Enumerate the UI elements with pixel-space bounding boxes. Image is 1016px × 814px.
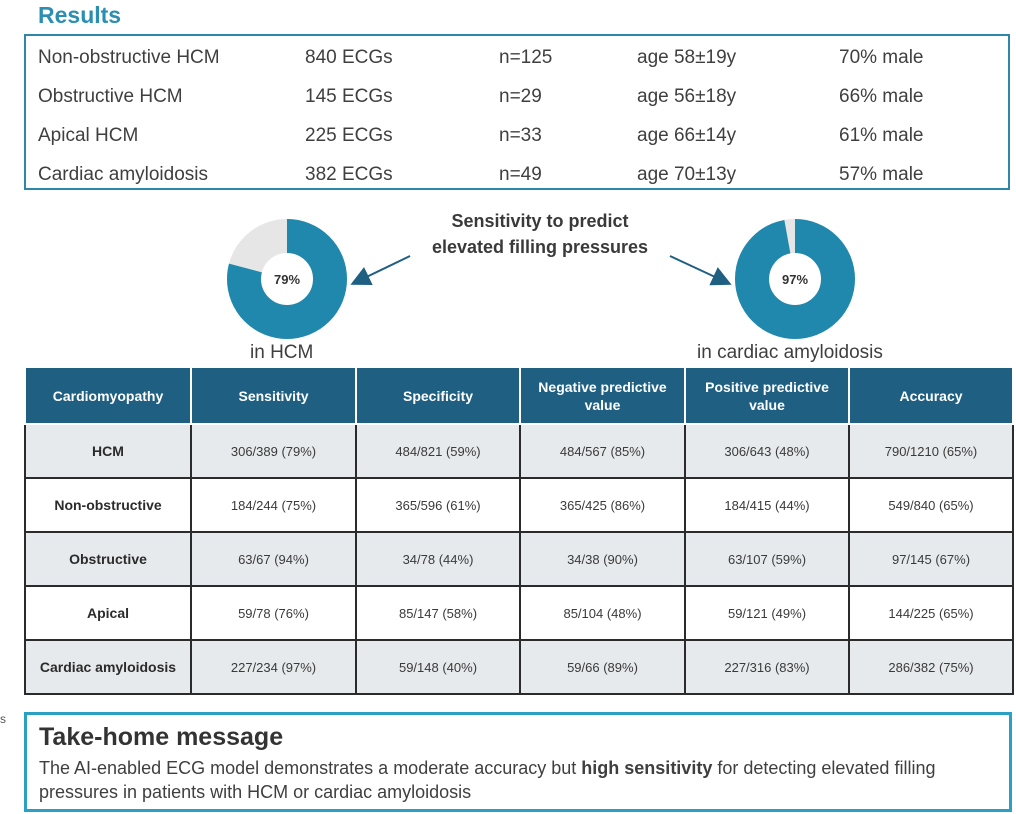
cohort-ecgs: 225 ECGs xyxy=(305,125,393,146)
cohort-n: n=125 xyxy=(499,47,553,68)
header-sensitivity: Sensitivity xyxy=(190,366,357,425)
cohort-male: 70% male xyxy=(839,47,924,68)
row-label: Apical xyxy=(24,585,192,641)
donut-value-amyloidosis: 97% xyxy=(782,272,808,287)
arrow-left-icon xyxy=(350,255,411,286)
cohort-row: Cardiac amyloidosis 382 ECGs n=49 age 70… xyxy=(26,155,1008,194)
table-cell: 59/78 (76%) xyxy=(190,585,357,641)
hcm-sensitivity-donut: 79% xyxy=(227,219,347,339)
header-cardiomyopathy: Cardiomyopathy xyxy=(24,366,192,425)
table-cell: 34/38 (90%) xyxy=(519,531,686,587)
cohort-n: n=29 xyxy=(499,86,542,107)
arrow-right-icon xyxy=(669,255,732,286)
hcm-caption: in HCM xyxy=(250,342,314,363)
table-cell: 184/415 (44%) xyxy=(684,477,850,533)
cohort-n: n=49 xyxy=(499,164,542,185)
cohort-name: Non-obstructive HCM xyxy=(38,47,220,68)
table-cell: 97/145 (67%) xyxy=(848,531,1014,587)
cohort-ecgs: 145 ECGs xyxy=(305,86,393,107)
table-cell: 144/225 (65%) xyxy=(848,585,1014,641)
takehome-text: The AI-enabled ECG model demonstrates a … xyxy=(39,756,997,804)
amyloidosis-caption: in cardiac amyloidosis xyxy=(697,342,883,363)
table-cell: 63/107 (59%) xyxy=(684,531,850,587)
performance-table: Cardiomyopathy Sensitivity Specificity N… xyxy=(24,366,1014,695)
cohort-male: 57% male xyxy=(839,164,924,185)
table-cell: 365/596 (61%) xyxy=(355,477,521,533)
cohort-name: Cardiac amyloidosis xyxy=(38,164,209,185)
table-cell: 306/389 (79%) xyxy=(190,423,357,479)
cohort-row: Obstructive HCM 145 ECGs n=29 age 56±18y… xyxy=(26,77,1008,116)
table-row: Non-obstructive 184/244 (75%) 365/596 (6… xyxy=(24,477,1014,533)
table-cell: 227/316 (83%) xyxy=(684,639,850,695)
donut-arc-hcm xyxy=(227,219,347,339)
row-label: Cardiac amyloidosis xyxy=(24,639,192,695)
takehome-text-bold: high sensitivity xyxy=(581,758,713,778)
cohort-row: Apical HCM 225 ECGs n=33 age 66±14y 61% … xyxy=(26,116,1008,155)
cohort-male: 66% male xyxy=(839,86,924,107)
row-label: Obstructive xyxy=(24,531,192,587)
table-header-row: Cardiomyopathy Sensitivity Specificity N… xyxy=(24,366,1014,425)
header-accuracy: Accuracy xyxy=(848,366,1014,425)
cohort-male: 61% male xyxy=(839,125,924,146)
row-label: Non-obstructive xyxy=(24,477,192,533)
table-cell: 484/821 (59%) xyxy=(355,423,521,479)
table-cell: 286/382 (75%) xyxy=(848,639,1014,695)
table-cell: 365/425 (86%) xyxy=(519,477,686,533)
side-mark: s xyxy=(0,712,6,726)
cohort-age: age 66±14y xyxy=(637,125,737,146)
cohort-age: age 70±13y xyxy=(637,164,737,185)
table-cell: 790/1210 (65%) xyxy=(848,423,1014,479)
cohort-row: Non-obstructive HCM 840 ECGs n=125 age 5… xyxy=(26,38,1008,77)
header-npv: Negative predictive value xyxy=(519,366,686,425)
donut-value-hcm: 79% xyxy=(274,272,300,287)
cohort-name: Apical HCM xyxy=(38,125,139,146)
takehome-text-end: for detecting elevated filling pressures… xyxy=(39,758,936,802)
cohort-age: age 58±19y xyxy=(637,47,737,68)
sensitivity-title-line2: elevated filling pressures xyxy=(431,237,649,257)
amyloidosis-sensitivity-donut: 97% xyxy=(735,219,855,339)
takehome-text-start: The AI-enabled ECG model demonstrates a … xyxy=(39,758,582,778)
cohort-ecgs: 840 ECGs xyxy=(305,47,393,68)
header-ppv: Positive predictive value xyxy=(684,366,850,425)
sensitivity-title: Sensitivity to predict elevated filling … xyxy=(390,208,690,260)
table-cell: 59/121 (49%) xyxy=(684,585,850,641)
table-cell: 85/104 (48%) xyxy=(519,585,686,641)
table-cell: 63/67 (94%) xyxy=(190,531,357,587)
cohort-name: Obstructive HCM xyxy=(38,86,183,107)
cohort-age: age 56±18y xyxy=(637,86,737,107)
table-cell: 306/643 (48%) xyxy=(684,423,850,479)
donut-arc-amyloidosis xyxy=(735,219,855,339)
table-cell: 484/567 (85%) xyxy=(519,423,686,479)
table-cell: 85/147 (58%) xyxy=(355,585,521,641)
table-cell: 34/78 (44%) xyxy=(355,531,521,587)
table-row: Obstructive 63/67 (94%) 34/78 (44%) 34/3… xyxy=(24,531,1014,587)
cohort-summary-box: Non-obstructive HCM 840 ECGs n=125 age 5… xyxy=(24,34,1010,190)
cohort-n: n=33 xyxy=(499,125,542,146)
table-cell: 59/66 (89%) xyxy=(519,639,686,695)
table-cell: 549/840 (65%) xyxy=(848,477,1014,533)
takehome-title: Take-home message xyxy=(39,723,284,751)
table-cell: 227/234 (97%) xyxy=(190,639,357,695)
table-cell: 184/244 (75%) xyxy=(190,477,357,533)
table-row: Cardiac amyloidosis 227/234 (97%) 59/148… xyxy=(24,639,1014,695)
table-row: HCM 306/389 (79%) 484/821 (59%) 484/567 … xyxy=(24,423,1014,479)
sensitivity-title-line1: Sensitivity to predict xyxy=(451,211,629,231)
takehome-box: Take-home message The AI-enabled ECG mod… xyxy=(24,712,1012,812)
header-specificity: Specificity xyxy=(355,366,521,425)
row-label: HCM xyxy=(24,423,192,479)
results-title: Results xyxy=(38,2,122,28)
table-row: Apical 59/78 (76%) 85/147 (58%) 85/104 (… xyxy=(24,585,1014,641)
cohort-ecgs: 382 ECGs xyxy=(305,164,393,185)
table-cell: 59/148 (40%) xyxy=(355,639,521,695)
